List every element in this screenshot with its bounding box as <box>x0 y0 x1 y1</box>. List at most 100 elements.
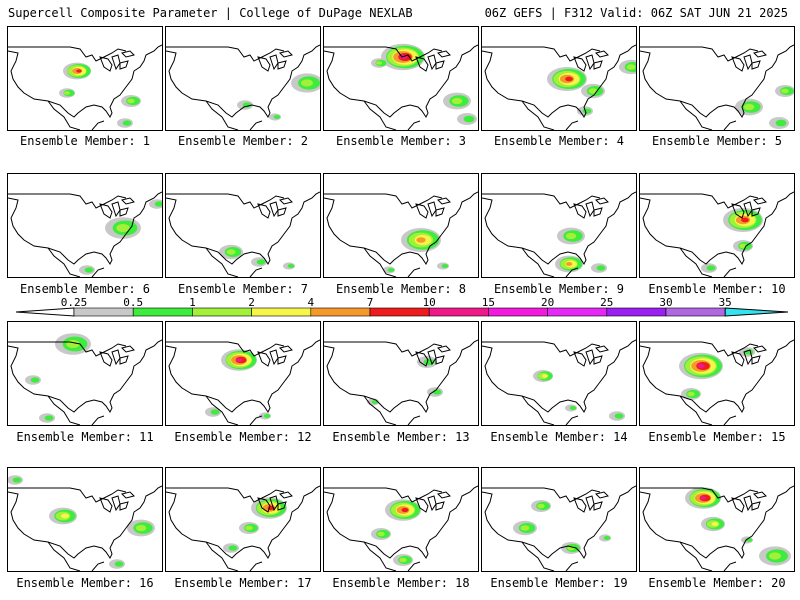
ensemble-member-label: Ensemble Member: 3 <box>335 134 467 148</box>
colorbar-segment <box>310 307 371 317</box>
great-lake <box>435 60 445 70</box>
scp-field-map <box>640 485 794 571</box>
ensemble-map-panel <box>481 467 637 572</box>
scp-contour-fill <box>775 119 787 127</box>
scp-contour-fill <box>226 249 236 255</box>
great-lake <box>751 60 761 70</box>
great-lake <box>743 54 753 71</box>
great-lake <box>277 207 287 217</box>
great-lake <box>437 345 451 353</box>
canada-border <box>640 487 759 503</box>
ensemble-member-label: Ensemble Member: 8 <box>335 282 467 296</box>
coastline-border <box>166 339 320 413</box>
scp-contour-fill <box>263 414 271 418</box>
ensemble-map-panel <box>481 321 637 426</box>
scp-contour-fill <box>743 103 755 111</box>
coastline-border <box>8 485 162 559</box>
colorbar-max-arrow <box>724 307 789 317</box>
scp-field-map <box>324 339 478 425</box>
scp-contour-fill <box>245 525 253 531</box>
ensemble-map-panel <box>323 26 479 131</box>
scp-contour-fill <box>377 531 385 537</box>
ensemble-map-panel <box>7 26 163 131</box>
ensemble-map-panel <box>639 173 795 278</box>
colorbar-tick-label: 4 <box>307 296 314 309</box>
scp-contour-fill <box>565 262 573 266</box>
colorbar-segment <box>488 307 548 317</box>
canada-border <box>482 341 601 357</box>
ensemble-member-label: Ensemble Member: 2 <box>177 134 309 148</box>
ensemble-member-label: Ensemble Member: 11 <box>16 430 154 444</box>
great-lake <box>593 207 603 217</box>
great-lake <box>595 345 609 353</box>
ensemble-member-label: Ensemble Member: 18 <box>332 576 470 590</box>
great-lake <box>595 197 609 205</box>
great-lake <box>119 355 129 365</box>
great-lake <box>593 60 603 70</box>
scp-contour-fill <box>64 91 70 95</box>
great-lake <box>257 351 271 367</box>
great-lake <box>99 497 113 513</box>
ensemble-map-panel <box>481 173 637 278</box>
ensemble-member-label: Ensemble Member: 17 <box>174 576 312 590</box>
scp-contour-fill <box>273 115 281 119</box>
great-lake <box>415 203 429 219</box>
great-lake <box>121 491 135 499</box>
great-lake <box>111 349 121 366</box>
colorbar-tick-label: 1 <box>189 296 196 309</box>
scp-contour-fill <box>603 536 611 540</box>
ensemble-map-panel <box>639 467 795 572</box>
scp-contour-fill <box>12 477 22 483</box>
colorbar-segment <box>665 307 726 317</box>
great-lake <box>731 56 745 72</box>
colorbar-segment <box>73 307 134 317</box>
coastline-border <box>640 339 794 413</box>
colorbar-tick-label: 25 <box>600 296 613 309</box>
scp-contour-fill <box>387 268 395 272</box>
canada-border <box>482 193 601 209</box>
great-lake <box>595 50 609 58</box>
great-lake <box>257 497 271 513</box>
ensemble-map-panel <box>639 321 795 426</box>
great-lake <box>435 207 445 217</box>
mexico-border <box>363 100 421 130</box>
scp-contour-fill <box>114 561 124 567</box>
great-lake <box>119 60 129 70</box>
great-lake <box>437 197 451 205</box>
great-lake <box>277 501 287 511</box>
colorbar-tick-label: 15 <box>482 296 495 309</box>
canada-border <box>166 341 285 357</box>
great-lake <box>415 56 429 72</box>
scp-contour-fill <box>441 264 449 268</box>
coastline-border <box>166 44 320 118</box>
ensemble-map-panel <box>323 173 479 278</box>
colorbar-segment <box>251 307 312 317</box>
scp-field-map <box>482 485 636 571</box>
coastline-border <box>482 485 636 559</box>
ensemble-member-label: Ensemble Member: 10 <box>648 282 786 296</box>
mexico-border <box>521 100 579 130</box>
great-lake <box>427 201 437 218</box>
scp-contour-fill <box>432 389 442 395</box>
mexico-border <box>205 395 263 425</box>
scp-contour-fill <box>154 201 162 207</box>
canada-border <box>166 46 285 62</box>
canada-border <box>640 193 759 209</box>
great-lake <box>99 351 113 367</box>
great-lake <box>427 54 437 71</box>
run-valid-time: 06Z GEFS | F312 Valid: 06Z SAT JUN 21 20… <box>484 6 788 20</box>
coastline-border <box>8 44 162 118</box>
great-lake <box>585 495 595 512</box>
mexico-border <box>363 541 421 571</box>
scp-contour-fill <box>781 88 789 94</box>
colorbar-tick-label: 0.5 <box>123 296 143 309</box>
colorbar-segment <box>132 307 193 317</box>
mexico-border <box>521 541 579 571</box>
great-lake <box>573 497 587 513</box>
scp-field-map <box>324 191 478 277</box>
scp-contour-fill <box>44 415 54 421</box>
mexico-border <box>47 100 105 130</box>
great-lake <box>415 497 429 513</box>
scp-contour-fill <box>537 503 545 509</box>
canada-border <box>324 487 443 503</box>
